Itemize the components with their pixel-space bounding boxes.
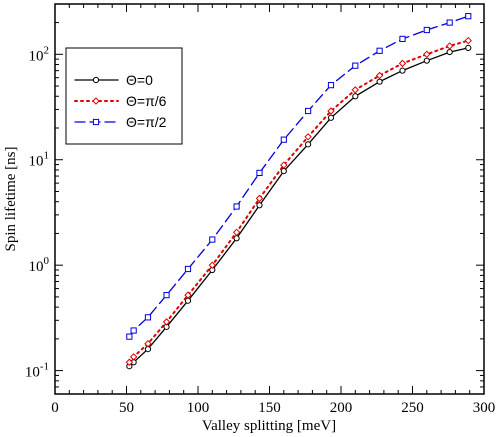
x-tick-label: 250	[401, 400, 424, 416]
legend-label: Θ=π/6	[126, 93, 167, 109]
data-point	[375, 71, 384, 80]
y-axis-title: Spin lifetime [ns]	[3, 147, 19, 252]
y-tick-exponent: 0	[44, 255, 50, 267]
data-point	[376, 78, 383, 85]
legend-entry: Θ=0	[74, 72, 153, 88]
legend-entry: Θ=π/2	[74, 114, 167, 130]
data-point	[144, 314, 152, 321]
data-point	[255, 194, 264, 203]
data-point	[184, 291, 192, 299]
data-point	[423, 26, 430, 34]
x-tick-label: 100	[187, 400, 210, 416]
series-line	[128, 15, 469, 338]
y-tick-base: 10	[29, 48, 44, 64]
data-point	[423, 57, 430, 64]
data-point	[232, 228, 241, 237]
data-point	[208, 261, 217, 269]
series-2	[126, 13, 472, 340]
legend-marker	[92, 118, 100, 126]
data-point	[280, 136, 287, 143]
data-point	[184, 265, 192, 273]
y-tick-label: 101	[29, 150, 50, 170]
x-tick-label: 200	[330, 400, 353, 416]
legend-entry: Θ=π/6	[74, 93, 167, 109]
data-point	[399, 67, 406, 74]
y-tick-exponent: -1	[40, 361, 49, 373]
data-point	[398, 59, 407, 68]
y-tick-base: 10	[25, 365, 40, 381]
data-point	[233, 235, 240, 242]
data-point	[129, 353, 138, 361]
data-point	[233, 203, 240, 210]
x-tick-label: 50	[119, 400, 134, 416]
data-point	[126, 333, 133, 340]
data-point	[130, 327, 137, 334]
y-tick-exponent: 2	[44, 44, 50, 56]
x-tick-label: 0	[51, 400, 59, 416]
data-point	[280, 168, 287, 175]
legend-box	[65, 47, 183, 145]
legend-label: Θ=0	[126, 72, 153, 88]
legend-marker	[92, 76, 100, 84]
y-tick-base: 10	[29, 259, 44, 275]
y-tick-base: 10	[29, 154, 44, 170]
data-point	[305, 107, 312, 115]
data-point	[464, 36, 472, 45]
data-point	[446, 19, 453, 26]
data-point	[465, 44, 472, 52]
data-point	[399, 35, 406, 42]
data-point	[125, 358, 134, 366]
data-point	[445, 42, 454, 50]
data-point	[423, 50, 431, 59]
y-tick-exponent: 1	[44, 150, 50, 162]
data-point	[144, 339, 152, 348]
data-point	[327, 107, 335, 115]
data-point	[352, 93, 359, 100]
data-point	[256, 202, 263, 209]
data-point	[465, 13, 472, 20]
x-axis-title: Valley splitting [meV]	[202, 418, 336, 434]
data-point	[280, 161, 288, 169]
data-point	[304, 133, 312, 141]
x-tick-label: 150	[258, 400, 281, 416]
data-point	[305, 141, 312, 148]
data-point	[162, 318, 171, 326]
data-point	[327, 114, 335, 121]
data-point	[352, 62, 359, 69]
y-tick-label: 102	[29, 44, 50, 64]
series-layer	[125, 13, 472, 370]
y-tick-label: 100	[29, 255, 50, 275]
data-point	[327, 82, 335, 89]
data-point	[209, 236, 216, 243]
x-tick-label: 300	[473, 400, 496, 416]
data-point	[446, 48, 453, 56]
data-point	[163, 292, 170, 299]
data-point	[256, 169, 263, 177]
y-tick-label: 10-1	[25, 361, 49, 381]
legend-label: Θ=π/2	[126, 114, 167, 130]
legend-marker	[92, 97, 100, 105]
data-point	[376, 47, 383, 54]
series-0	[126, 44, 472, 370]
series-1	[125, 36, 472, 366]
legend: Θ=0 Θ=π/6 Θ=π/2	[65, 47, 183, 145]
data-point	[351, 86, 360, 94]
